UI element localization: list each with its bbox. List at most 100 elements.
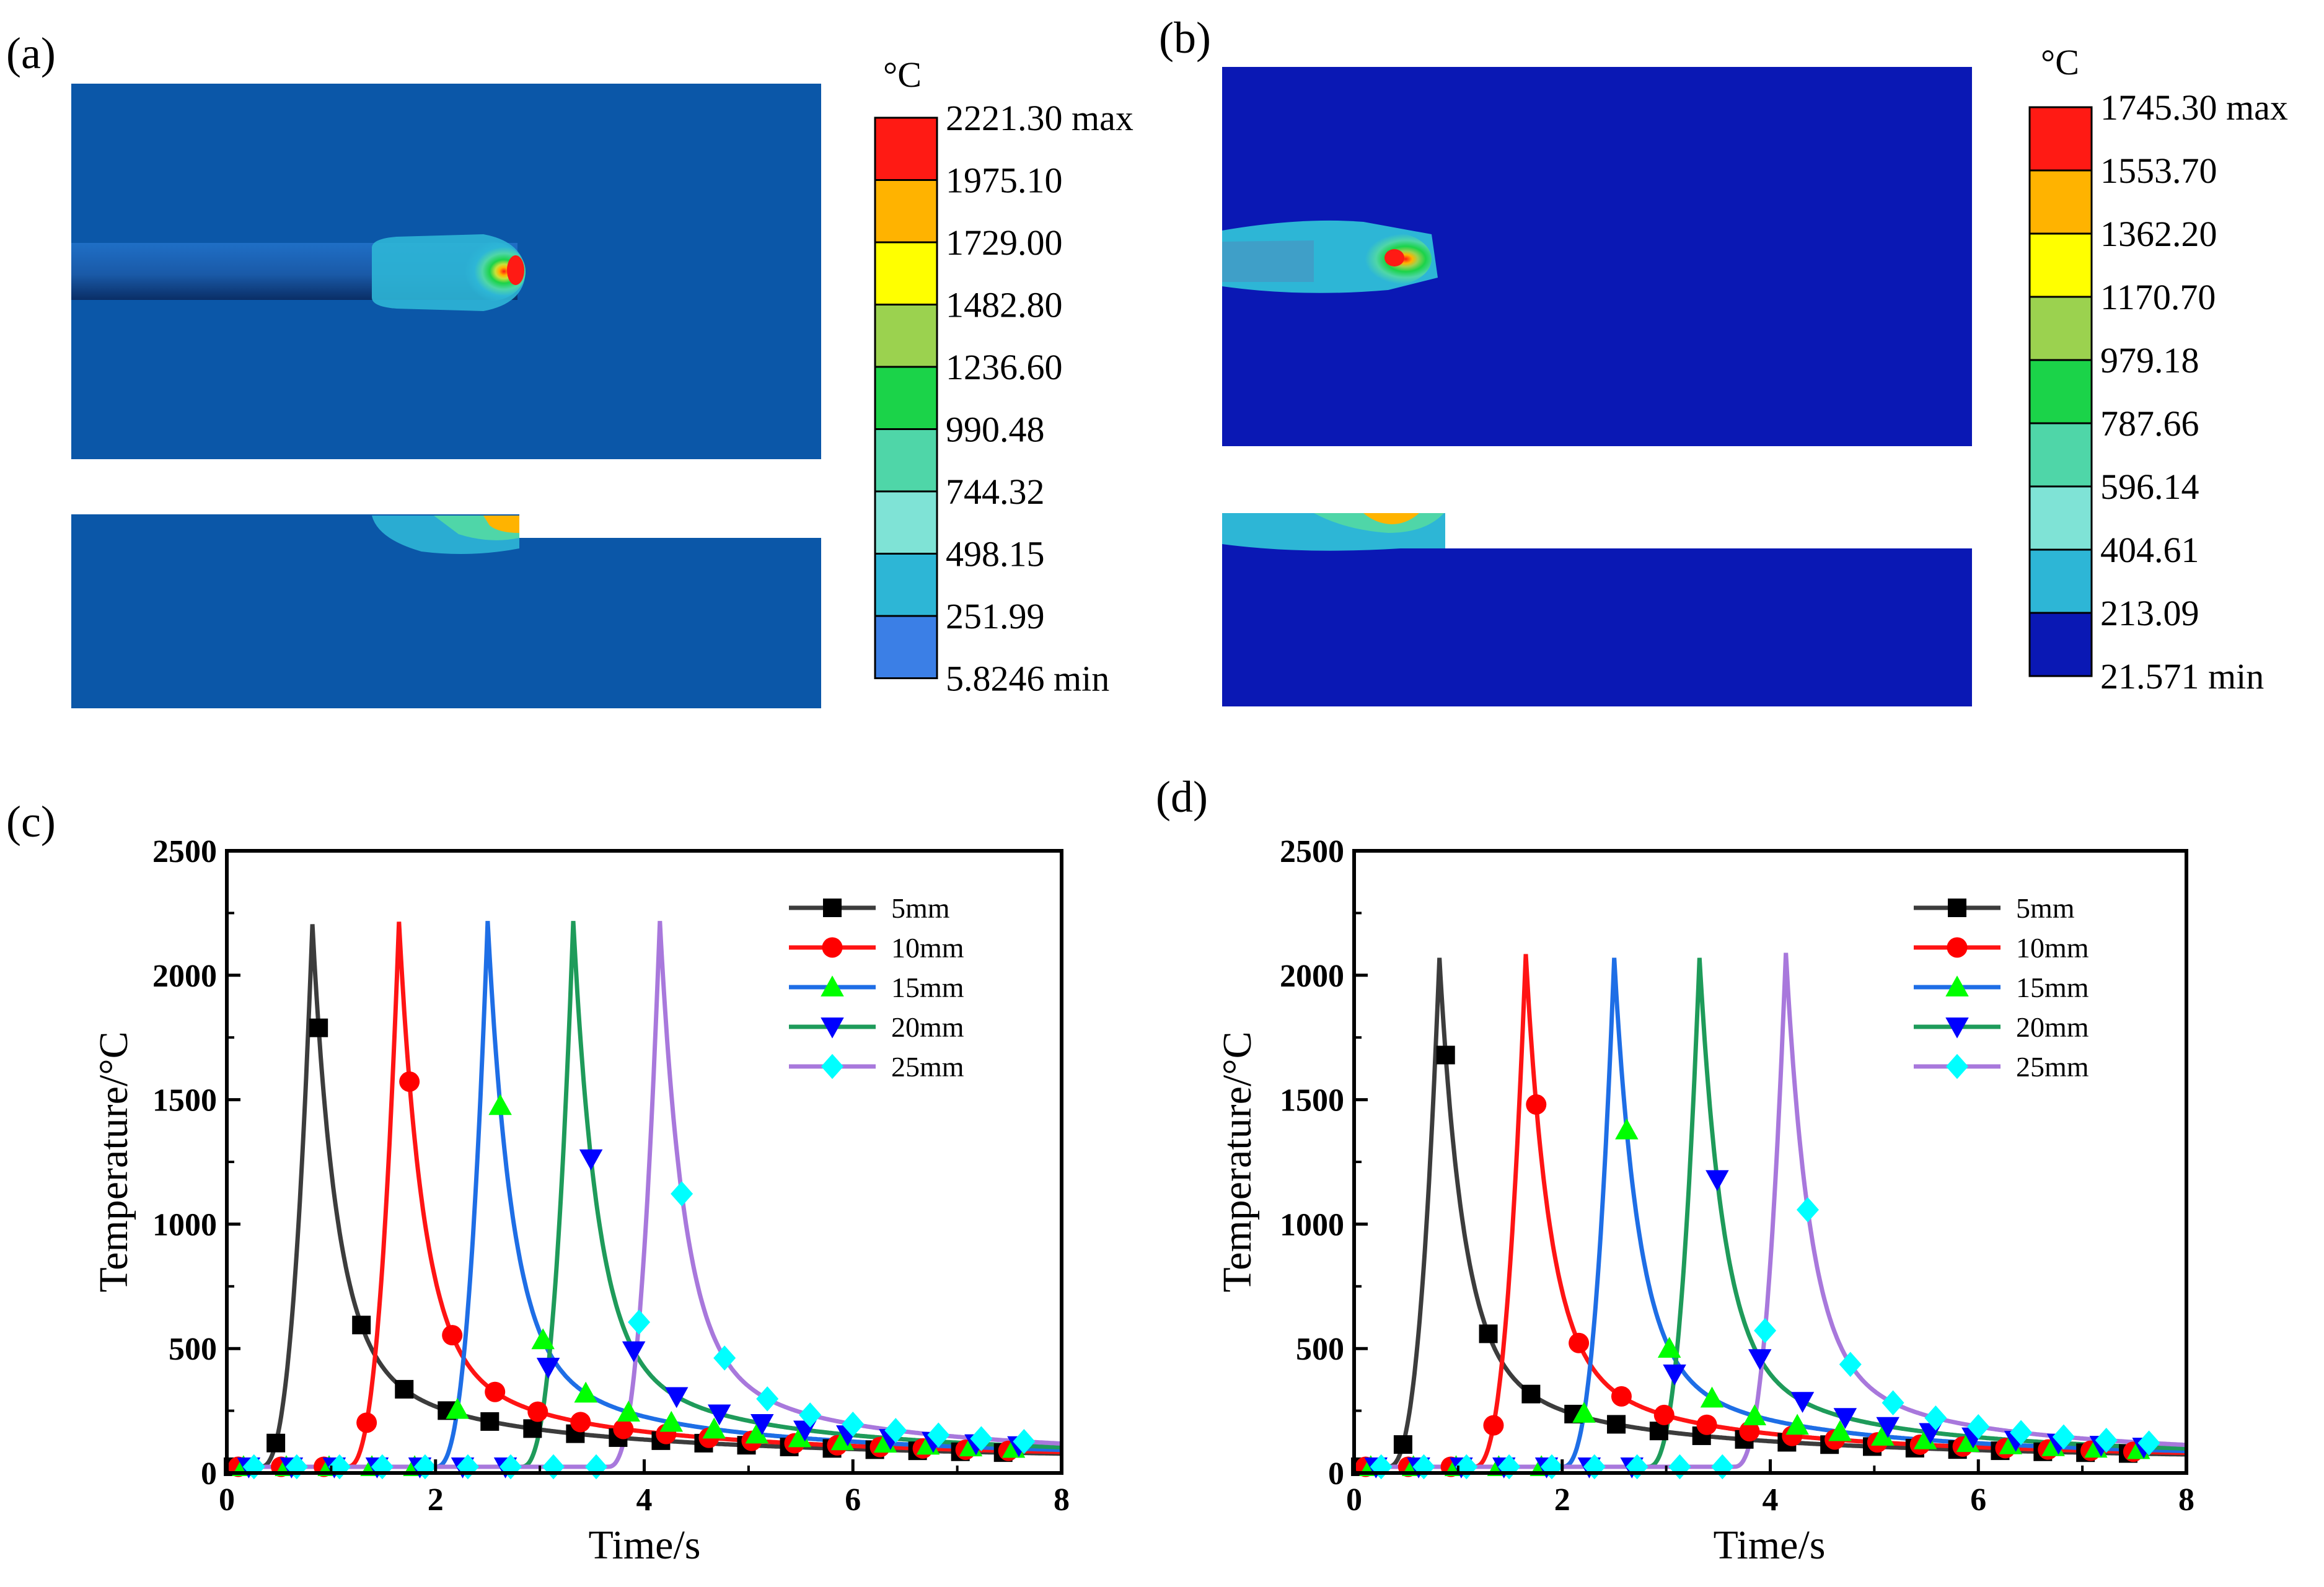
chart-c-marker-20mm (707, 1404, 731, 1426)
colorbar-b-level-label: 787.66 (2100, 403, 2199, 444)
colorbar-a-band (874, 428, 938, 493)
chart-d-marker-10mm (1483, 1415, 1504, 1436)
chart-d-legend-marker (1947, 937, 1968, 958)
chart-c-marker-25mm (927, 1422, 950, 1448)
chart-d-marker-5mm (1607, 1415, 1626, 1434)
chart-c-marker-25mm (713, 1345, 736, 1371)
chart-d-marker-25mm (1924, 1405, 1947, 1431)
contour-plot-a (71, 84, 821, 708)
chart-d-marker-25mm (2010, 1420, 2033, 1446)
chart-c-marker-25mm (970, 1426, 993, 1451)
chart-d-marker-10mm (1611, 1386, 1632, 1407)
chart-d-marker-20mm (1663, 1364, 1686, 1386)
chart-c-marker-25mm (671, 1181, 693, 1207)
chart-c-marker-15mm (446, 1397, 469, 1419)
contour-b-peak (1384, 249, 1404, 266)
chart-d-ytick-label: 1500 (1280, 1083, 1344, 1119)
contour-b-side-peak (1363, 513, 1419, 524)
chart-d: 0 2 4 6 8 0 500 1000 1500 2000 2500 5mm 10mm 15mm 20m… (1215, 834, 2194, 1568)
chart-c-ytick-label: 1000 (152, 1207, 217, 1242)
chart-c-marker-25mm (799, 1402, 822, 1428)
colorbar-a-level-label: 2221.30 max (946, 98, 1133, 138)
chart-d-marker-15mm (1657, 1337, 1681, 1358)
colorbar-b-level-label: 21.571 min (2100, 656, 2264, 697)
colorbar-a-level-label: 498.15 (946, 534, 1045, 574)
colorbar-a-band (874, 615, 938, 679)
chart-c-xtick-label: 8 (1054, 1482, 1070, 1518)
chart-c-legend-label: 15mm (891, 972, 964, 1003)
chart-d-marker-5mm (1479, 1324, 1498, 1343)
chart-c: 0 2 4 6 8 0 500 1000 1500 2000 2500 5mm 10mm 15mm 20m… (91, 834, 1070, 1568)
contour-b-weld-track (1222, 240, 1314, 282)
colorbar-a-level-label: 1482.80 (946, 285, 1063, 325)
chart-d-marker-10mm (1653, 1404, 1675, 1425)
chart-d-marker-15mm (1572, 1402, 1596, 1423)
chart-d-legend-marker (1945, 1018, 1969, 1039)
colorbar-a-band (874, 179, 938, 244)
chart-c-marker-20mm (750, 1414, 774, 1435)
chart-d-marker-5mm (1393, 1435, 1412, 1454)
colorbar-b-level-label: 404.61 (2100, 530, 2199, 570)
chart-c-legend-marker (823, 899, 842, 917)
chart-c-xtick-label: 2 (428, 1482, 444, 1518)
colorbar-a-level-label: 1975.10 (946, 160, 1063, 201)
chart-c-xlabel: Time/s (589, 1523, 701, 1568)
chart-d-marker-10mm (1526, 1094, 1547, 1115)
colorbar-a-band (874, 553, 938, 617)
chart-c-legend-label: 25mm (891, 1051, 964, 1083)
colorbar-b-band (2028, 232, 2093, 298)
chart-d-legend-marker (1946, 1053, 1968, 1079)
colorbar-b-level-label: 1553.70 (2100, 151, 2217, 191)
colorbar-b-level-label: 1745.30 max (2100, 87, 2288, 128)
colorbar-b-level-label: 1362.20 (2100, 214, 2217, 254)
chart-c-marker-5mm (395, 1379, 414, 1399)
chart-c-marker-20mm (536, 1358, 560, 1379)
contour-plot-b (1222, 67, 1972, 706)
contour-a-side-peak (483, 516, 519, 533)
chart-c-marker-25mm (1013, 1428, 1036, 1454)
chart-d-marker-20mm (1706, 1170, 1729, 1192)
chart-d-marker-15mm (1743, 1404, 1767, 1425)
chart-c-marker-15mm (617, 1400, 640, 1422)
chart-c-marker-15mm (659, 1410, 684, 1432)
colorbar-b-band (2028, 612, 2093, 677)
chart-d-marker-15mm (1700, 1386, 1724, 1408)
chart-c-marker-5mm (352, 1316, 371, 1335)
chart-c-marker-25mm (884, 1418, 907, 1443)
colorbar-b-unit: °C (2041, 42, 2079, 82)
chart-c-series-line-10mm (227, 921, 1062, 1469)
chart-c-marker-15mm (531, 1328, 555, 1350)
chart-d-xtick-label: 6 (1970, 1482, 1986, 1518)
colorbar-a-level-label: 1236.60 (946, 347, 1063, 387)
colorbar-b-band (2028, 359, 2093, 424)
colorbar-b-level-label: 596.14 (2100, 467, 2199, 507)
chart-c-marker-5mm (480, 1412, 500, 1431)
chart-d-marker-25mm (1882, 1390, 1904, 1415)
chart-d-legend-label: 5mm (2016, 892, 2075, 924)
chart-c-ytick-label: 0 (201, 1456, 217, 1492)
chart-d-ytick-label: 2000 (1280, 959, 1344, 994)
chart-d-legend-label: 25mm (2016, 1051, 2089, 1083)
chart-d-ylabel: Temperature/°C (1215, 1031, 1260, 1292)
chart-d-marker-15mm (1828, 1420, 1852, 1441)
chart-d-xtick-label: 8 (2178, 1482, 2194, 1518)
chart-c-marker-10mm (442, 1325, 463, 1346)
panel-label-d: (d) (1156, 772, 1208, 822)
chart-c-marker-5mm (309, 1018, 328, 1037)
colorbar-b-level-label: 1170.70 (2100, 277, 2216, 317)
chart-d-legend-marker (1945, 975, 1969, 996)
chart-c-marker-5mm (523, 1419, 542, 1438)
chart-d-marker-20mm (1833, 1408, 1857, 1430)
chart-d-marker-5mm (1436, 1045, 1455, 1065)
colorbar-a-level-label: 744.32 (946, 472, 1045, 512)
chart-c-marker-15mm (702, 1417, 726, 1439)
colorbar-b: °C 1745.30 max 1553.70 1362.20 1170.70 979.1… (2028, 42, 2288, 697)
chart-c-marker-5mm (266, 1433, 286, 1453)
contour-a-peak (507, 255, 524, 285)
chart-c-xtick-label: 0 (219, 1482, 235, 1518)
colorbar-a: °C 2221.30 max 1975.10 1729.00 1482.80 1236.… (874, 55, 1133, 699)
colorbar-b-band (2028, 485, 2093, 551)
colorbar-a-band (874, 490, 938, 555)
chart-d-marker-15mm (1913, 1428, 1937, 1449)
chart-d-ytick-label: 0 (1328, 1456, 1344, 1492)
